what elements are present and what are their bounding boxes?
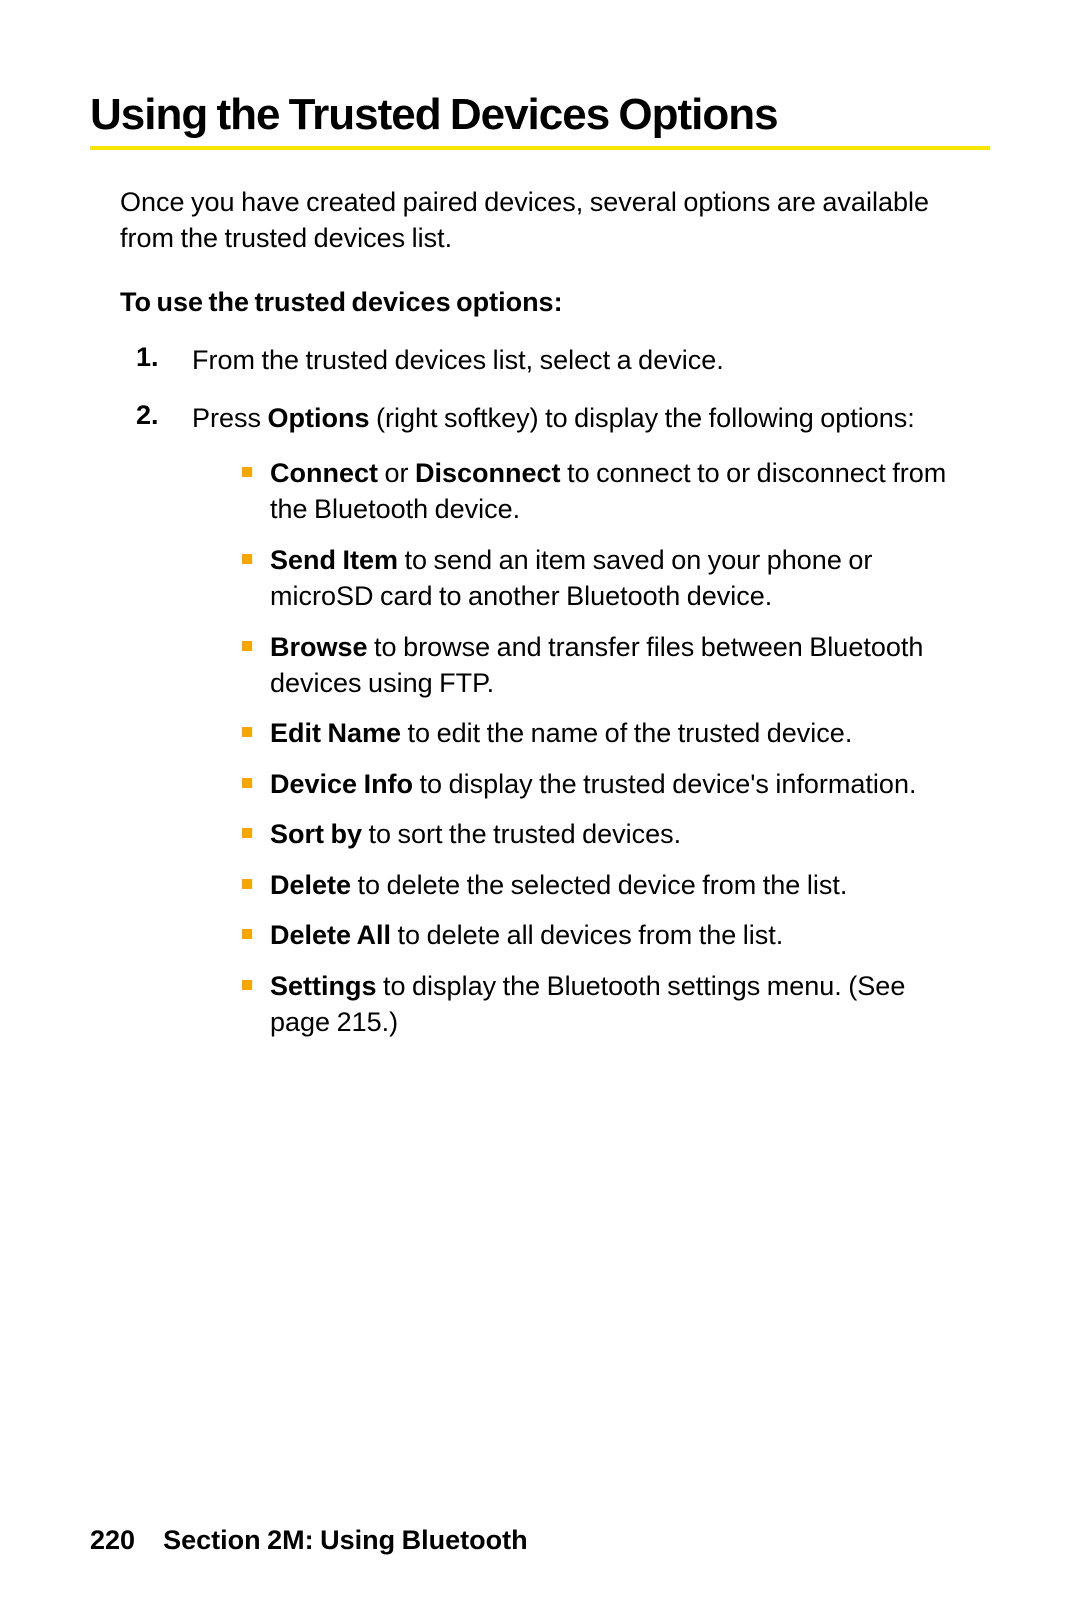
- option-text: Browse to browse and transfer files betw…: [270, 629, 960, 702]
- option-item: Sort by to sort the trusted devices.: [242, 816, 960, 852]
- option-bold: Edit Name: [270, 718, 401, 748]
- step-text: Press Options (right softkey) to display…: [192, 400, 960, 1054]
- option-bold: Browse: [270, 632, 368, 662]
- bullet-icon: [242, 879, 252, 889]
- bullet-icon: [242, 554, 252, 564]
- page-number: 220: [90, 1525, 135, 1555]
- option-bold: Delete All: [270, 920, 391, 950]
- option-bold: Connect: [270, 458, 378, 488]
- option-rest: to delete the selected device from the l…: [351, 870, 847, 900]
- option-text: Device Info to display the trusted devic…: [270, 766, 916, 802]
- option-text: Delete to delete the selected device fro…: [270, 867, 847, 903]
- option-mid: or: [378, 458, 415, 488]
- page-footer: 220 Section 2M: Using Bluetooth: [90, 1525, 528, 1556]
- options-list: Connect or Disconnect to connect to or d…: [242, 455, 960, 1041]
- option-item: Device Info to display the trusted devic…: [242, 766, 960, 802]
- bullet-icon: [242, 778, 252, 788]
- option-text: Connect or Disconnect to connect to or d…: [270, 455, 960, 528]
- option-bold: Send Item: [270, 545, 398, 575]
- option-text: Delete All to delete all devices from th…: [270, 917, 783, 953]
- option-text: Sort by to sort the trusted devices.: [270, 816, 681, 852]
- option-rest: to browse and transfer files between Blu…: [270, 632, 923, 698]
- title-underline: [90, 146, 990, 150]
- option-bold: Device Info: [270, 769, 413, 799]
- bullet-icon: [242, 727, 252, 737]
- option-bold: Delete: [270, 870, 351, 900]
- step-bold: Options: [268, 403, 370, 433]
- option-item: Browse to browse and transfer files betw…: [242, 629, 960, 702]
- bullet-icon: [242, 980, 252, 990]
- bullet-icon: [242, 641, 252, 651]
- step-suffix: (right softkey) to display the following…: [370, 403, 915, 433]
- step-prefix: Press: [192, 403, 268, 433]
- option-bold: Disconnect: [415, 458, 561, 488]
- section-label: Section 2M: Using Bluetooth: [163, 1525, 528, 1555]
- steps-list: 1. From the trusted devices list, select…: [120, 342, 960, 1055]
- option-rest: to display the trusted device's informat…: [413, 769, 916, 799]
- step-text: From the trusted devices list, select a …: [192, 342, 724, 378]
- step-1: 1. From the trusted devices list, select…: [120, 342, 960, 378]
- option-rest: to sort the trusted devices.: [362, 819, 681, 849]
- option-item: Delete to delete the selected device fro…: [242, 867, 960, 903]
- intro-paragraph: Once you have created paired devices, se…: [120, 184, 960, 257]
- option-item: Settings to display the Bluetooth settin…: [242, 968, 960, 1041]
- option-text: Send Item to send an item saved on your …: [270, 542, 960, 615]
- bullet-icon: [242, 828, 252, 838]
- page-title: Using the Trusted Devices Options: [90, 90, 990, 140]
- option-bold: Sort by: [270, 819, 362, 849]
- option-item: Send Item to send an item saved on your …: [242, 542, 960, 615]
- bullet-icon: [242, 929, 252, 939]
- option-item: Delete All to delete all devices from th…: [242, 917, 960, 953]
- step-2: 2. Press Options (right softkey) to disp…: [120, 400, 960, 1054]
- step-number: 1.: [120, 342, 192, 378]
- subheading: To use the trusted devices options:: [120, 287, 960, 318]
- step-number: 2.: [120, 400, 192, 1054]
- option-bold: Settings: [270, 971, 377, 1001]
- bullet-icon: [242, 467, 252, 477]
- option-text: Edit Name to edit the name of the truste…: [270, 715, 852, 751]
- option-item: Edit Name to edit the name of the truste…: [242, 715, 960, 751]
- document-page: Using the Trusted Devices Options Once y…: [0, 0, 1080, 1620]
- option-text: Settings to display the Bluetooth settin…: [270, 968, 960, 1041]
- option-item: Connect or Disconnect to connect to or d…: [242, 455, 960, 528]
- option-rest: to edit the name of the trusted device.: [401, 718, 852, 748]
- option-rest: to delete all devices from the list.: [391, 920, 783, 950]
